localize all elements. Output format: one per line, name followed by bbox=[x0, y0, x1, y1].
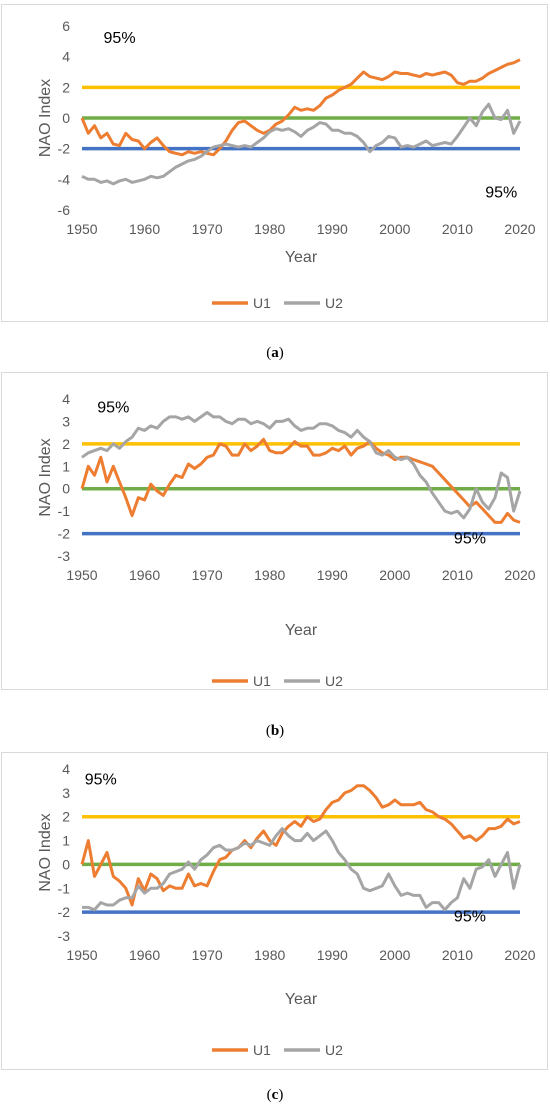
x-tick-label: 1970 bbox=[192, 947, 223, 963]
y-tick-label: 2 bbox=[62, 436, 70, 452]
y-tick-label: -2 bbox=[58, 526, 71, 542]
x-axis-title: Year bbox=[285, 249, 318, 266]
legend-label-u2: U2 bbox=[325, 1042, 343, 1058]
x-tick-label: 2010 bbox=[442, 221, 473, 237]
y-tick-label: -2 bbox=[58, 904, 71, 920]
y-tick-label: -1 bbox=[58, 503, 71, 519]
x-tick-label: 2020 bbox=[504, 567, 535, 583]
y-tick-label: -1 bbox=[58, 880, 71, 896]
nao-chart-c: -3 -2 -1 0 1 2 3 4 1950 1960 1970 1980 1990 2000 2010 2… bbox=[37, 761, 536, 1058]
chart-frame bbox=[1, 752, 548, 1070]
y-tick-label: 0 bbox=[62, 481, 70, 497]
y-tick-label: 3 bbox=[62, 413, 70, 429]
annotation-95: 95% bbox=[454, 909, 486, 926]
y-tick-label: 2 bbox=[62, 809, 70, 825]
nao-chart-a: -6 -4 -2 0 2 4 6 1950 1960 1970 1980 1990 2000 2010 20… bbox=[37, 18, 536, 311]
x-tick-label: 2010 bbox=[442, 567, 473, 583]
x-tick-label: 1960 bbox=[129, 221, 160, 237]
y-axis-title: NAO Index bbox=[37, 438, 54, 516]
legend-label-u1: U1 bbox=[253, 673, 271, 689]
y-tick-label: 1 bbox=[62, 833, 70, 849]
y-tick-label: -6 bbox=[58, 202, 71, 218]
series-line-u1 bbox=[80, 58, 521, 157]
y-tick-label: 4 bbox=[62, 49, 70, 65]
annotation-95: 95% bbox=[454, 531, 486, 548]
y-tick-label: 0 bbox=[62, 856, 70, 872]
y-tick-label: 4 bbox=[62, 761, 70, 777]
series-line-u2 bbox=[81, 102, 522, 186]
series-line-u1 bbox=[80, 437, 521, 524]
x-axis-title: Year bbox=[285, 991, 318, 1008]
y-axis-title: NAO Index bbox=[37, 813, 54, 891]
legend-label-u2: U2 bbox=[325, 673, 343, 689]
x-tick-label: 1980 bbox=[254, 221, 285, 237]
x-axis-title: Year bbox=[285, 622, 318, 639]
caption-a: (a) bbox=[266, 345, 284, 361]
y-tick-label: 0 bbox=[62, 110, 70, 126]
x-tick-label: 1990 bbox=[317, 221, 348, 237]
x-tick-label: 1950 bbox=[66, 221, 97, 237]
y-tick-label: -3 bbox=[58, 548, 71, 564]
y-tick-label: 2 bbox=[62, 79, 70, 95]
annotation-95: 95% bbox=[485, 185, 517, 202]
x-tick-label: 1970 bbox=[192, 221, 223, 237]
x-tick-label: 2000 bbox=[379, 567, 410, 583]
series-line-u1 bbox=[80, 784, 521, 907]
x-tick-label: 1950 bbox=[66, 567, 97, 583]
x-tick-label: 1980 bbox=[254, 947, 285, 963]
chart-frame bbox=[1, 372, 548, 690]
x-tick-label: 2010 bbox=[442, 947, 473, 963]
x-tick-label: 1950 bbox=[66, 947, 97, 963]
y-tick-label: 4 bbox=[62, 391, 70, 407]
x-tick-label: 1960 bbox=[129, 567, 160, 583]
x-tick-label: 1980 bbox=[254, 567, 285, 583]
y-tick-label: -2 bbox=[58, 141, 71, 157]
y-tick-label: -4 bbox=[58, 171, 71, 187]
legend-label-u2: U2 bbox=[325, 295, 343, 311]
x-tick-label: 2020 bbox=[504, 947, 535, 963]
y-tick-label: 1 bbox=[62, 458, 70, 474]
chart-frame bbox=[1, 4, 548, 322]
y-tick-label: 3 bbox=[62, 785, 70, 801]
x-tick-label: 1990 bbox=[317, 947, 348, 963]
x-tick-label: 2000 bbox=[379, 947, 410, 963]
annotation-95: 95% bbox=[104, 30, 136, 47]
series-line-u2 bbox=[82, 827, 522, 912]
annotation-95: 95% bbox=[97, 399, 129, 416]
nao-chart-b: -3 -2 -1 0 1 2 3 4 1950 1960 1970 1980 1990 2000 2010 2… bbox=[37, 391, 536, 689]
x-tick-label: 1990 bbox=[317, 567, 348, 583]
y-tick-label: 6 bbox=[62, 18, 70, 34]
x-tick-label: 1970 bbox=[192, 567, 223, 583]
x-tick-label: 2020 bbox=[504, 221, 535, 237]
series-line-u2 bbox=[81, 411, 522, 520]
annotation-95: 95% bbox=[85, 772, 117, 789]
x-tick-label: 2000 bbox=[379, 221, 410, 237]
y-tick-label: -3 bbox=[58, 928, 71, 944]
x-tick-label: 1960 bbox=[129, 947, 160, 963]
legend-label-u1: U1 bbox=[253, 1042, 271, 1058]
caption-c: (c) bbox=[266, 1087, 284, 1103]
caption-b: (b) bbox=[265, 723, 285, 739]
y-axis-title: NAO Index bbox=[37, 79, 54, 157]
legend-label-u1: U1 bbox=[253, 295, 271, 311]
